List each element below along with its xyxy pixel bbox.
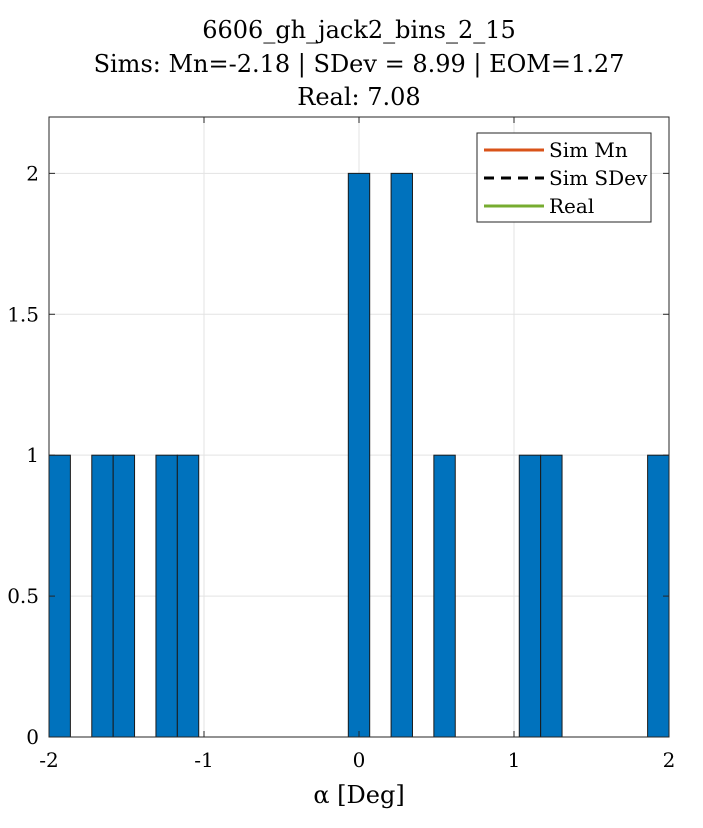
- legend-label: Sim Mn: [549, 138, 628, 162]
- histogram-bar: [518, 454, 542, 738]
- x-tick-label: -1: [194, 748, 213, 772]
- x-tick-label: -2: [39, 748, 58, 772]
- x-axis-ticks: -2 -1 0 1 2: [39, 117, 675, 772]
- y-tick-label: 2: [26, 161, 39, 185]
- y-tick-label: 1.5: [7, 302, 39, 326]
- histogram-bar: [347, 172, 371, 738]
- y-tick-label: 0.5: [7, 584, 39, 608]
- histogram-bar: [176, 454, 200, 738]
- chart-title-line-3: Real: 7.08: [297, 83, 420, 111]
- y-tick-label: 1: [26, 443, 39, 467]
- x-tick-label: 0: [353, 748, 366, 772]
- chart-title-line-2: Sims: Mn=-2.18 | SDev = 8.99 | EOM=1.27: [94, 50, 625, 79]
- y-tick-label: 0: [26, 725, 39, 749]
- histogram-bar: [91, 454, 114, 738]
- x-tick-label: 1: [508, 748, 521, 772]
- histogram-bar: [155, 454, 178, 738]
- histogram-bar: [540, 454, 563, 738]
- x-axis-label: α [Deg]: [313, 781, 404, 809]
- histogram-bar: [433, 454, 456, 738]
- histogram-bar: [112, 454, 136, 738]
- legend-label: Real: [549, 194, 594, 218]
- chart-title-line-1: 6606_gh_jack2_bins_2_15: [202, 16, 516, 44]
- histogram-bar: [390, 172, 413, 738]
- legend: Sim Mn Sim SDev Real: [476, 132, 652, 223]
- legend-entries: Sim Mn Sim SDev Real: [484, 138, 648, 218]
- x-tick-label: 2: [663, 748, 676, 772]
- y-axis-ticks: 0 0.5 1 1.5 2: [7, 161, 669, 749]
- histogram-bars: [48, 172, 670, 738]
- legend-label: Sim SDev: [549, 166, 648, 190]
